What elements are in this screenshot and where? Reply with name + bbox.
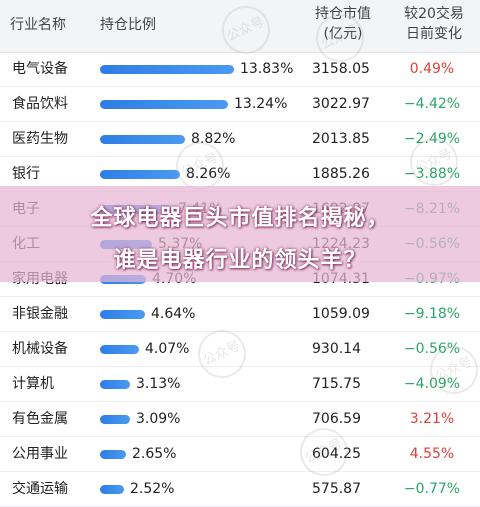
share-percent: 4.07%	[145, 341, 190, 357]
header-value-line1: 持仓市值	[315, 6, 371, 22]
table-row[interactable]: 有色金属 3.09% 706.59 3.21%	[0, 402, 480, 437]
change-value: −4.42%	[403, 96, 461, 112]
holding-value: 930.14	[312, 341, 361, 357]
header-share[interactable]: 持仓比例	[100, 17, 156, 33]
change-value: −0.56%	[403, 341, 461, 357]
share-bar	[100, 450, 126, 459]
share-bar	[100, 65, 234, 74]
share-bar	[100, 345, 139, 354]
holding-value: 3158.05	[312, 61, 370, 77]
change-value: 0.49%	[409, 61, 455, 77]
headline-line-1: 全球电器巨头市值排名揭秘，	[90, 206, 390, 231]
share-bar	[100, 415, 130, 424]
holding-value: 1059.09	[312, 306, 370, 322]
change-value: 4.55%	[409, 446, 455, 462]
industry-name: 有色金属	[12, 411, 68, 427]
share-bar	[100, 100, 228, 109]
share-bar	[100, 135, 185, 144]
table-row[interactable]: 计算机 3.13% 715.75 −4.09%	[0, 367, 480, 402]
change-value: −9.18%	[403, 306, 461, 322]
holding-value: 3022.97	[312, 96, 370, 112]
industry-name: 医药生物	[12, 131, 68, 147]
table-row[interactable]: 食品饮料 13.24% 3022.97 −4.42%	[0, 87, 480, 122]
change-value: −3.88%	[403, 166, 461, 182]
share-percent: 8.82%	[191, 131, 236, 147]
holding-value: 2013.85	[312, 131, 370, 147]
table-row[interactable]: 医药生物 8.82% 2013.85 −2.49%	[0, 122, 480, 157]
headline-line-2: 谁是电器行业的领头羊？	[113, 248, 367, 273]
share-bar	[100, 310, 145, 319]
change-value: 3.21%	[409, 411, 455, 427]
holding-value: 575.87	[312, 481, 361, 497]
change-value: −0.77%	[403, 481, 461, 497]
header-value[interactable]: 持仓市值 (亿元)	[300, 4, 386, 44]
share-percent: 2.52%	[130, 481, 175, 497]
header-change-line1: 较20交易	[404, 6, 464, 22]
holding-value: 715.75	[312, 376, 361, 392]
table-header: 行业名称 持仓比例 持仓市值 (亿元) 较20交易 日前变化	[0, 0, 480, 53]
share-percent: 3.13%	[136, 376, 181, 392]
share-bar	[100, 485, 124, 494]
industry-name: 交通运输	[12, 481, 68, 497]
change-value: −4.09%	[403, 376, 461, 392]
table-row[interactable]: 非银金融 4.64% 1059.09 −9.18%	[0, 297, 480, 332]
holding-value: 706.59	[312, 411, 361, 427]
share-percent: 4.64%	[151, 306, 196, 322]
industry-name: 计算机	[12, 376, 54, 392]
share-percent: 13.83%	[240, 61, 294, 77]
holding-value: 1885.26	[312, 166, 370, 182]
change-value: −2.49%	[403, 131, 461, 147]
table-row[interactable]: 电气设备 13.83% 3158.05 0.49%	[0, 52, 480, 87]
industry-name: 非银金融	[12, 306, 68, 322]
headline-banner	[0, 186, 480, 282]
header-industry[interactable]: 行业名称	[10, 17, 66, 33]
industry-name: 机械设备	[12, 341, 68, 357]
table-row[interactable]: 机械设备 4.07% 930.14 −0.56%	[0, 332, 480, 367]
industry-name: 电气设备	[12, 61, 68, 77]
header-change-line2: 日前变化	[406, 26, 462, 42]
share-bar	[100, 380, 130, 389]
header-change[interactable]: 较20交易 日前变化	[392, 4, 476, 44]
share-percent: 2.65%	[132, 446, 177, 462]
table-row[interactable]: 交通运输 2.52% 575.87 −0.77%	[0, 472, 480, 507]
share-bar	[100, 170, 180, 179]
industry-name: 银行	[12, 166, 40, 182]
industry-name: 公用事业	[12, 446, 68, 462]
share-percent: 13.24%	[234, 96, 288, 112]
holding-value: 604.25	[312, 446, 361, 462]
industry-name: 食品饮料	[12, 96, 68, 112]
share-percent: 3.09%	[136, 411, 181, 427]
share-percent: 8.26%	[186, 166, 231, 182]
table-row[interactable]: 公用事业 2.65% 604.25 4.55%	[0, 437, 480, 472]
header-value-line2: (亿元)	[323, 26, 363, 42]
